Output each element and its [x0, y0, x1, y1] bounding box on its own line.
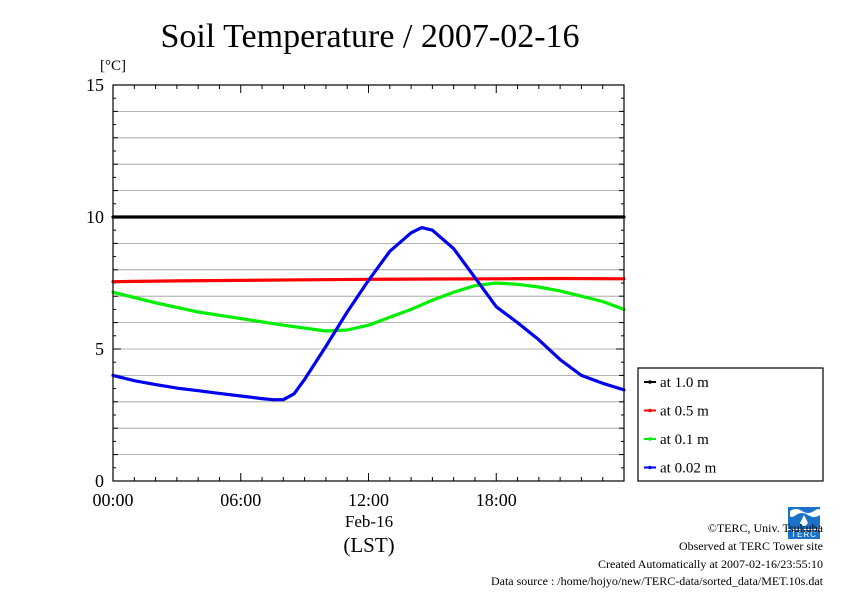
legend-marker — [648, 437, 652, 441]
footer-created: Created Automatically at 2007-02-16/23:5… — [598, 557, 823, 571]
footer-copyright: ©TERC, Univ. Tsukuba — [707, 521, 823, 535]
x-axis-timezone-label: (LST) — [343, 533, 394, 557]
grid-lines — [113, 111, 624, 456]
footer-source: Data source : /home/hojyo/new/TERC-data/… — [490, 574, 823, 588]
y-tick-label: 0 — [95, 471, 104, 491]
y-tick-label: 5 — [95, 339, 104, 359]
series-line-4 — [111, 226, 626, 402]
legend-label: at 0.1 m — [660, 432, 709, 448]
legend-marker — [648, 408, 652, 413]
y-tick-label: 15 — [86, 75, 104, 95]
x-axis-date-label: Feb-16 — [345, 512, 393, 531]
terc-logo-icon — [784, 503, 824, 541]
series-line-3 — [111, 281, 626, 333]
y-tick-label: 10 — [86, 207, 104, 227]
legend-label: at 0.02 m — [660, 461, 717, 477]
y-axis-label: [°C] — [100, 58, 126, 74]
legend: at 1.0 m at 0.5 m at 0.1 m at 0.02 m — [637, 367, 824, 482]
legend-marker — [648, 380, 652, 384]
x-tick-label: 06:00 — [220, 490, 261, 510]
plot-frame — [112, 84, 625, 482]
chart-title: Soil Temperature / 2007-02-16 — [160, 18, 579, 55]
x-tick-label: 18:00 — [476, 490, 517, 510]
logo-text: TERC — [791, 530, 817, 539]
data-series — [111, 215, 626, 402]
legend-label: at 1.0 m — [660, 375, 709, 391]
y-tick-labels: 0 5 10 15 — [86, 75, 104, 491]
legend-box — [637, 367, 824, 482]
legend-marker — [648, 465, 652, 470]
terc-logo: TERC — [784, 503, 824, 541]
x-tick-label: 12:00 — [348, 490, 389, 510]
x-tick-label: 00:00 — [92, 490, 133, 510]
legend-label: at 0.5 m — [660, 404, 709, 420]
footer-observed: Observed at TERC Tower site — [678, 539, 823, 553]
x-tick-labels: 00:00 06:00 12:00 18:00 — [92, 490, 516, 510]
